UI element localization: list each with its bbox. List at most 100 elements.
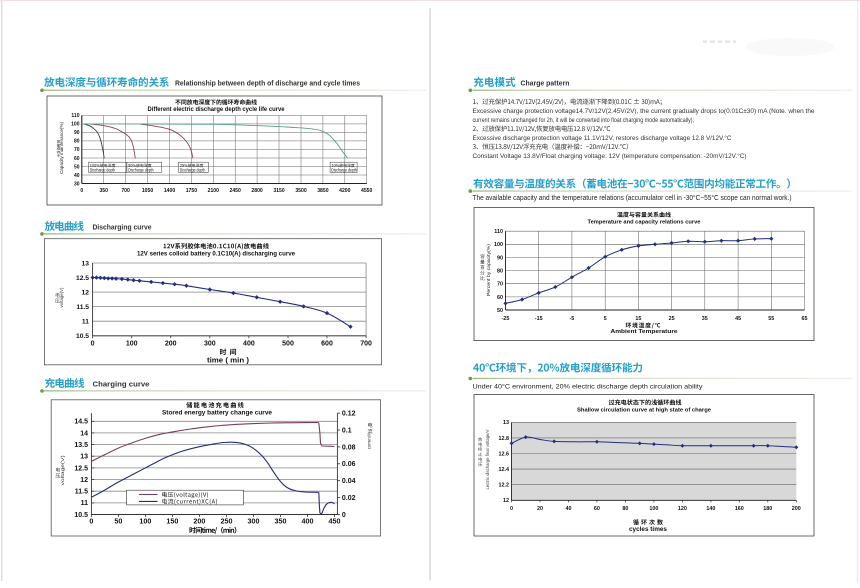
svg-text:10.5: 10.5 (74, 512, 88, 519)
svg-text:150: 150 (166, 517, 178, 526)
svg-text:0.12: 0.12 (342, 411, 356, 418)
svg-text:Shallow circulation curve at h: Shallow circulation curve at high state … (577, 408, 712, 414)
svg-text:Charging curve: Charging curve (93, 380, 150, 389)
svg-text:350: 350 (99, 188, 108, 194)
svg-text:100: 100 (126, 341, 138, 348)
svg-text:100: 100 (494, 242, 503, 248)
svg-text:50: 50 (497, 308, 503, 314)
svg-text:300: 300 (248, 517, 260, 526)
svg-text:1400: 1400 (164, 188, 175, 194)
svg-text:12.4: 12.4 (499, 467, 510, 473)
svg-text:450: 450 (329, 517, 341, 526)
svg-text:13: 13 (80, 454, 88, 461)
svg-text:160: 160 (735, 506, 744, 512)
svg-text:250: 250 (221, 517, 233, 526)
svg-text:cycles times: cycles times (629, 527, 668, 533)
svg-text:0: 0 (510, 506, 513, 512)
svg-text:-5: -5 (570, 316, 575, 322)
svg-text:40: 40 (566, 506, 572, 512)
svg-text:65: 65 (802, 316, 808, 322)
svg-text:0: 0 (89, 517, 93, 526)
svg-text:60: 60 (74, 156, 80, 162)
svg-text:Different electric discharge d: Different electric discharge depth cycle… (148, 107, 286, 113)
svg-text:14: 14 (80, 430, 88, 437)
svg-text:50: 50 (114, 517, 122, 526)
svg-text:Discharge depth: Discharge depth (180, 168, 206, 173)
svg-text:400: 400 (302, 517, 314, 526)
svg-text:70: 70 (497, 282, 503, 288)
svg-text:60: 60 (497, 295, 503, 301)
svg-text:200: 200 (792, 506, 801, 512)
svg-text:80: 80 (497, 269, 503, 275)
svg-text:11: 11 (82, 319, 89, 326)
svg-text:Capacity maintenance(%): Capacity maintenance(%) (59, 122, 64, 174)
svg-text:140: 140 (706, 506, 715, 512)
svg-text:3500: 3500 (295, 188, 306, 194)
svg-text:60: 60 (594, 506, 600, 512)
svg-text:12.6: 12.6 (499, 451, 510, 457)
svg-text:700: 700 (121, 188, 130, 194)
svg-text:time ( min ): time ( min ) (207, 356, 250, 365)
svg-text:voltage(V): voltage(V) (60, 455, 65, 486)
svg-text:Constant Voltage 13.8V/Float c: Constant Voltage 13.8V/Float charging vo… (473, 152, 747, 160)
svg-text:700: 700 (360, 341, 372, 348)
svg-text:12: 12 (503, 498, 509, 504)
svg-text:2100: 2100 (208, 188, 219, 194)
svg-text:13.5: 13.5 (74, 442, 88, 449)
svg-text:Lectric discharge final voltag: Lectric discharge final voltage/V (485, 429, 490, 489)
svg-text:0.06: 0.06 (342, 461, 356, 468)
svg-text:35: 35 (702, 316, 708, 322)
svg-text:2800: 2800 (251, 188, 262, 194)
svg-text:Stored energy battery change c: Stored energy battery change curve (162, 409, 272, 416)
svg-text:12: 12 (80, 477, 88, 484)
svg-text:0.02: 0.02 (342, 495, 356, 502)
svg-text:70: 70 (74, 147, 80, 153)
svg-text:Percent by capacity(%): Percent by capacity(%) (486, 243, 491, 296)
svg-text:90: 90 (497, 255, 503, 261)
svg-text:12.8: 12.8 (499, 436, 510, 442)
svg-text:13: 13 (503, 420, 509, 426)
svg-text:14.5: 14.5 (74, 419, 88, 426)
svg-text:Discharge depth: Discharge depth (128, 168, 154, 173)
svg-text:Discharge depth: Discharge depth (331, 168, 357, 173)
svg-text:45: 45 (735, 316, 741, 322)
svg-text:12.5: 12.5 (76, 275, 89, 282)
svg-text:Ambient Temperature: Ambient Temperature (611, 329, 679, 335)
svg-text:300: 300 (204, 341, 216, 348)
svg-text:Under 40°C environment, 20% el: Under 40°C environment, 20% electric dis… (473, 382, 704, 390)
svg-text:0.04: 0.04 (342, 478, 356, 485)
svg-text:40: 40 (74, 173, 80, 179)
svg-text:11.5: 11.5 (76, 304, 89, 311)
svg-text:-15: -15 (535, 316, 543, 322)
svg-text:50: 50 (74, 164, 80, 170)
svg-text:10.5: 10.5 (76, 333, 89, 340)
svg-text:Excessive discharge protection: Excessive discharge protection voltage 1… (473, 134, 732, 142)
svg-text:Relationship between depth of: Relationship between depth of discharge … (175, 79, 360, 88)
svg-text:100: 100 (649, 506, 658, 512)
svg-text:Charge pattern: Charge pattern (521, 79, 570, 88)
svg-text:12: 12 (82, 289, 90, 296)
svg-text:0: 0 (91, 341, 95, 348)
svg-text:current/A: current/A (366, 432, 371, 449)
svg-text:20: 20 (537, 506, 543, 512)
svg-text:200: 200 (165, 341, 177, 348)
svg-text:2450: 2450 (230, 188, 241, 194)
svg-text:4200: 4200 (339, 188, 350, 194)
svg-text:600: 600 (321, 341, 333, 348)
svg-text:0.08: 0.08 (342, 444, 356, 451)
svg-text:25: 25 (669, 316, 675, 322)
svg-text:0: 0 (80, 188, 83, 194)
svg-text:90: 90 (74, 130, 80, 136)
svg-text:12V series colloid battery 0.1: 12V series colloid battery 0.1C10(A) dis… (137, 252, 296, 258)
svg-text:-25: -25 (502, 316, 510, 322)
svg-text:30: 30 (74, 181, 80, 187)
svg-text:80: 80 (622, 506, 628, 512)
svg-text:0.1: 0.1 (342, 427, 352, 434)
svg-text:3150: 3150 (273, 188, 284, 194)
svg-text:11: 11 (81, 500, 89, 507)
svg-text:180: 180 (763, 506, 772, 512)
svg-text:12.2: 12.2 (499, 483, 510, 489)
svg-text:100: 100 (71, 122, 80, 128)
svg-text:55: 55 (768, 316, 774, 322)
svg-text:11.5: 11.5 (75, 489, 88, 496)
